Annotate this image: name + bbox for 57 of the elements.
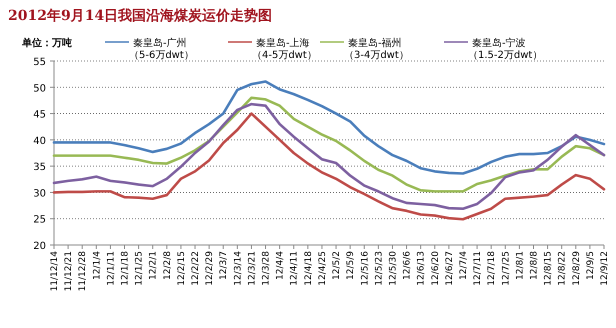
x-tick-label: 12/6/20 [430, 250, 441, 286]
x-tick-label: 12/2/1 [148, 251, 159, 280]
y-axis-title: 单位：万吨 [21, 37, 72, 49]
x-tick-label: 12/4/11 [290, 251, 300, 286]
x-tick-label: 12/2/29 [205, 250, 216, 286]
y-tick-label: 35 [33, 162, 46, 174]
x-tick-label: 11/12/14 [50, 250, 60, 292]
legend-label: 秦皇岛-宁波（1.5-2万dwt） [468, 37, 542, 61]
x-tick-label: 12/1/4 [92, 250, 102, 280]
y-tick-label: 30 [33, 188, 46, 200]
legend-label: 秦皇岛-福州（3-4万dwt） [344, 37, 409, 61]
y-tick-label: 45 [33, 110, 46, 121]
x-tick-label: 12/8/8 [529, 250, 540, 280]
x-tick-label: 12/8/22 [558, 251, 568, 286]
x-tick-label: 12/3/28 [262, 250, 272, 286]
x-tick-label: 12/1/18 [120, 250, 131, 286]
x-tick-label: 12/5/16 [360, 250, 370, 286]
y-tick-label: 25 [33, 214, 46, 226]
line-series [52, 80, 606, 175]
x-tick-label: 12/6/6 [402, 250, 413, 280]
x-tick-label: 12/1/11 [106, 251, 116, 286]
y-tick-label: 50 [33, 83, 46, 94]
x-tick-label: 12/8/29 [572, 250, 582, 286]
x-tick-label: 12/7/11 [473, 251, 484, 286]
chart-title: 2012年9月14日我国沿海煤炭运价走势图 [8, 8, 272, 24]
x-tick-label: 12/2/8 [162, 250, 173, 280]
x-tick-label: 12/4/4 [276, 250, 286, 280]
x-tick-label: 12/5/9 [346, 250, 356, 280]
x-tick-label: 12/3/21 [247, 251, 258, 286]
x-tick-label: 11/12/21 [64, 251, 74, 292]
x-tick-label: 12/9/5 [586, 251, 596, 280]
x-tick-label: 12/8/1 [515, 251, 526, 280]
line-series [52, 102, 606, 210]
x-tick-label: 12/5/23 [374, 251, 384, 286]
x-tick-label: 12/5/30 [388, 250, 398, 286]
x-tick-label: 12/3/14 [233, 250, 244, 286]
x-tick-label: 12/2/15 [176, 251, 187, 286]
x-tick-label: 12/2/22 [191, 251, 202, 286]
x-tick-label: 12/6/13 [416, 251, 427, 286]
x-tick-label: 12/1/25 [134, 251, 145, 286]
x-tick-label: 12/6/27 [444, 251, 455, 286]
x-tick-label: 12/4/25 [318, 251, 328, 286]
x-tick-label: 12/4/18 [304, 250, 314, 286]
y-tick-label: 40 [33, 136, 46, 147]
x-tick-label: 12/3/7 [219, 251, 230, 280]
x-tick-label: 12/8/15 [544, 251, 554, 286]
y-tick-label: 20 [33, 241, 46, 252]
legend-label: 秦皇岛-广州（5-6万dwt） [129, 37, 194, 61]
x-tick-label: 12/9/12 [600, 251, 610, 286]
legend-label: 秦皇岛-上海（4-5万dwt） [252, 37, 317, 61]
x-tick-label: 11/12/28 [78, 250, 88, 292]
x-tick-label: 12/7/4 [458, 250, 469, 280]
x-tick-label: 12/7/25 [501, 251, 512, 286]
line-series [52, 112, 606, 221]
x-tick-label: 12/5/2 [332, 251, 342, 280]
x-tick-label: 12/7/18 [487, 250, 498, 286]
y-tick-label: 55 [33, 57, 46, 68]
